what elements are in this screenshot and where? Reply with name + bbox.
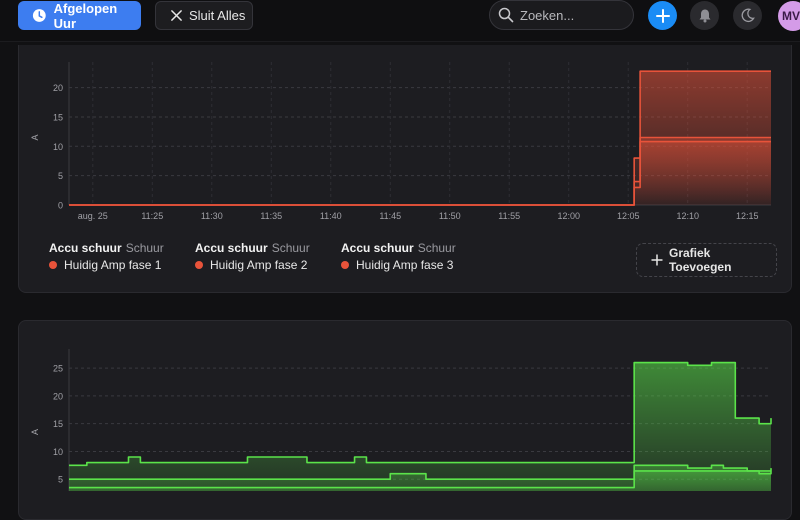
chart-card-2: 5 10 15 20 25 A xyxy=(18,320,792,520)
legend-dot xyxy=(49,261,57,269)
x-tick-label: 12:00 xyxy=(557,211,580,221)
legend-device: Accu schuur xyxy=(49,241,122,255)
legend-location: Schuur xyxy=(125,241,164,255)
theme-toggle-button[interactable] xyxy=(733,1,762,30)
legend-item[interactable]: Accu schuur Schuur Huidig Amp fase 2 xyxy=(195,241,310,272)
avatar-initials: MV xyxy=(782,9,800,23)
x-tick-label: 12:15 xyxy=(736,211,759,221)
x-tick-label: 11:40 xyxy=(320,211,342,221)
time-range-label: Afgelopen Uur xyxy=(53,0,118,31)
legend-sensor: Huidig Amp fase 2 xyxy=(210,258,308,272)
y-tick-label: 15 xyxy=(53,112,63,122)
series-line-1[interactable] xyxy=(69,361,772,467)
legend-sensor: Huidig Amp fase 3 xyxy=(356,258,454,272)
legend-item[interactable]: Accu schuur Schuur Huidig Amp fase 3 xyxy=(341,241,456,272)
x-tick-label: 11:30 xyxy=(201,211,223,221)
y-tick-label: 25 xyxy=(53,364,63,374)
x-tick-label: aug. 25 xyxy=(78,211,108,221)
x-tick-label: 11:55 xyxy=(498,211,520,221)
y-axis-label: A xyxy=(30,429,40,435)
y-tick-label: 10 xyxy=(53,142,63,152)
y-tick-label: 0 xyxy=(58,201,63,211)
close-all-button[interactable]: Sluit Alles xyxy=(155,1,253,30)
legend-item[interactable]: Accu schuur Schuur Huidig Amp fase 1 xyxy=(49,241,164,272)
avatar[interactable]: MV xyxy=(778,1,800,31)
y-tick-label: 20 xyxy=(53,391,63,401)
legend-device: Accu schuur xyxy=(195,241,268,255)
legend-location: Schuur xyxy=(271,241,310,255)
y-tick-label: 5 xyxy=(58,171,63,181)
search-box[interactable] xyxy=(489,0,634,30)
add-chart-label: Grafiek Toevoegen xyxy=(668,246,732,274)
legend-location: Schuur xyxy=(417,241,456,255)
x-tick-label: 11:35 xyxy=(260,211,282,221)
notifications-button[interactable] xyxy=(690,1,719,30)
plus-icon xyxy=(655,8,670,23)
y-tick-label: 10 xyxy=(53,447,63,457)
y-tick-label: 15 xyxy=(53,419,63,429)
plus-icon xyxy=(651,254,663,266)
legend-sensor: Huidig Amp fase 1 xyxy=(64,258,162,272)
y-tick-label: 5 xyxy=(58,475,63,485)
legend-device: Accu schuur xyxy=(341,241,414,255)
y-tick-label: 20 xyxy=(53,83,63,93)
legend-dot xyxy=(341,261,349,269)
add-chart-button[interactable]: Grafiek Toevoegen xyxy=(636,243,777,277)
x-tick-label: 11:45 xyxy=(379,211,401,221)
time-range-button[interactable]: Afgelopen Uur xyxy=(18,0,141,31)
x-tick-label: 12:05 xyxy=(617,211,640,221)
chart-2: 5 10 15 20 25 A xyxy=(30,349,772,491)
moon-icon xyxy=(741,8,755,23)
add-button[interactable] xyxy=(648,1,677,30)
bell-icon xyxy=(699,9,710,23)
top-bar: Afgelopen Uur Sluit Alles MV xyxy=(0,0,800,42)
close-all-label: Sluit Alles xyxy=(189,8,246,23)
search-icon xyxy=(498,7,514,23)
series-line-3[interactable] xyxy=(69,140,771,206)
x-tick-label: 11:50 xyxy=(439,211,461,221)
search-input[interactable] xyxy=(520,7,620,23)
series-area-3 xyxy=(69,141,771,205)
series-line-2[interactable] xyxy=(69,464,772,481)
clock-icon xyxy=(32,9,46,22)
legend-dot xyxy=(195,261,203,269)
x-tick-label: 11:25 xyxy=(141,211,163,221)
close-icon xyxy=(171,10,182,21)
y-axis-label: A xyxy=(30,134,40,140)
x-tick-label: 12:10 xyxy=(676,211,699,221)
